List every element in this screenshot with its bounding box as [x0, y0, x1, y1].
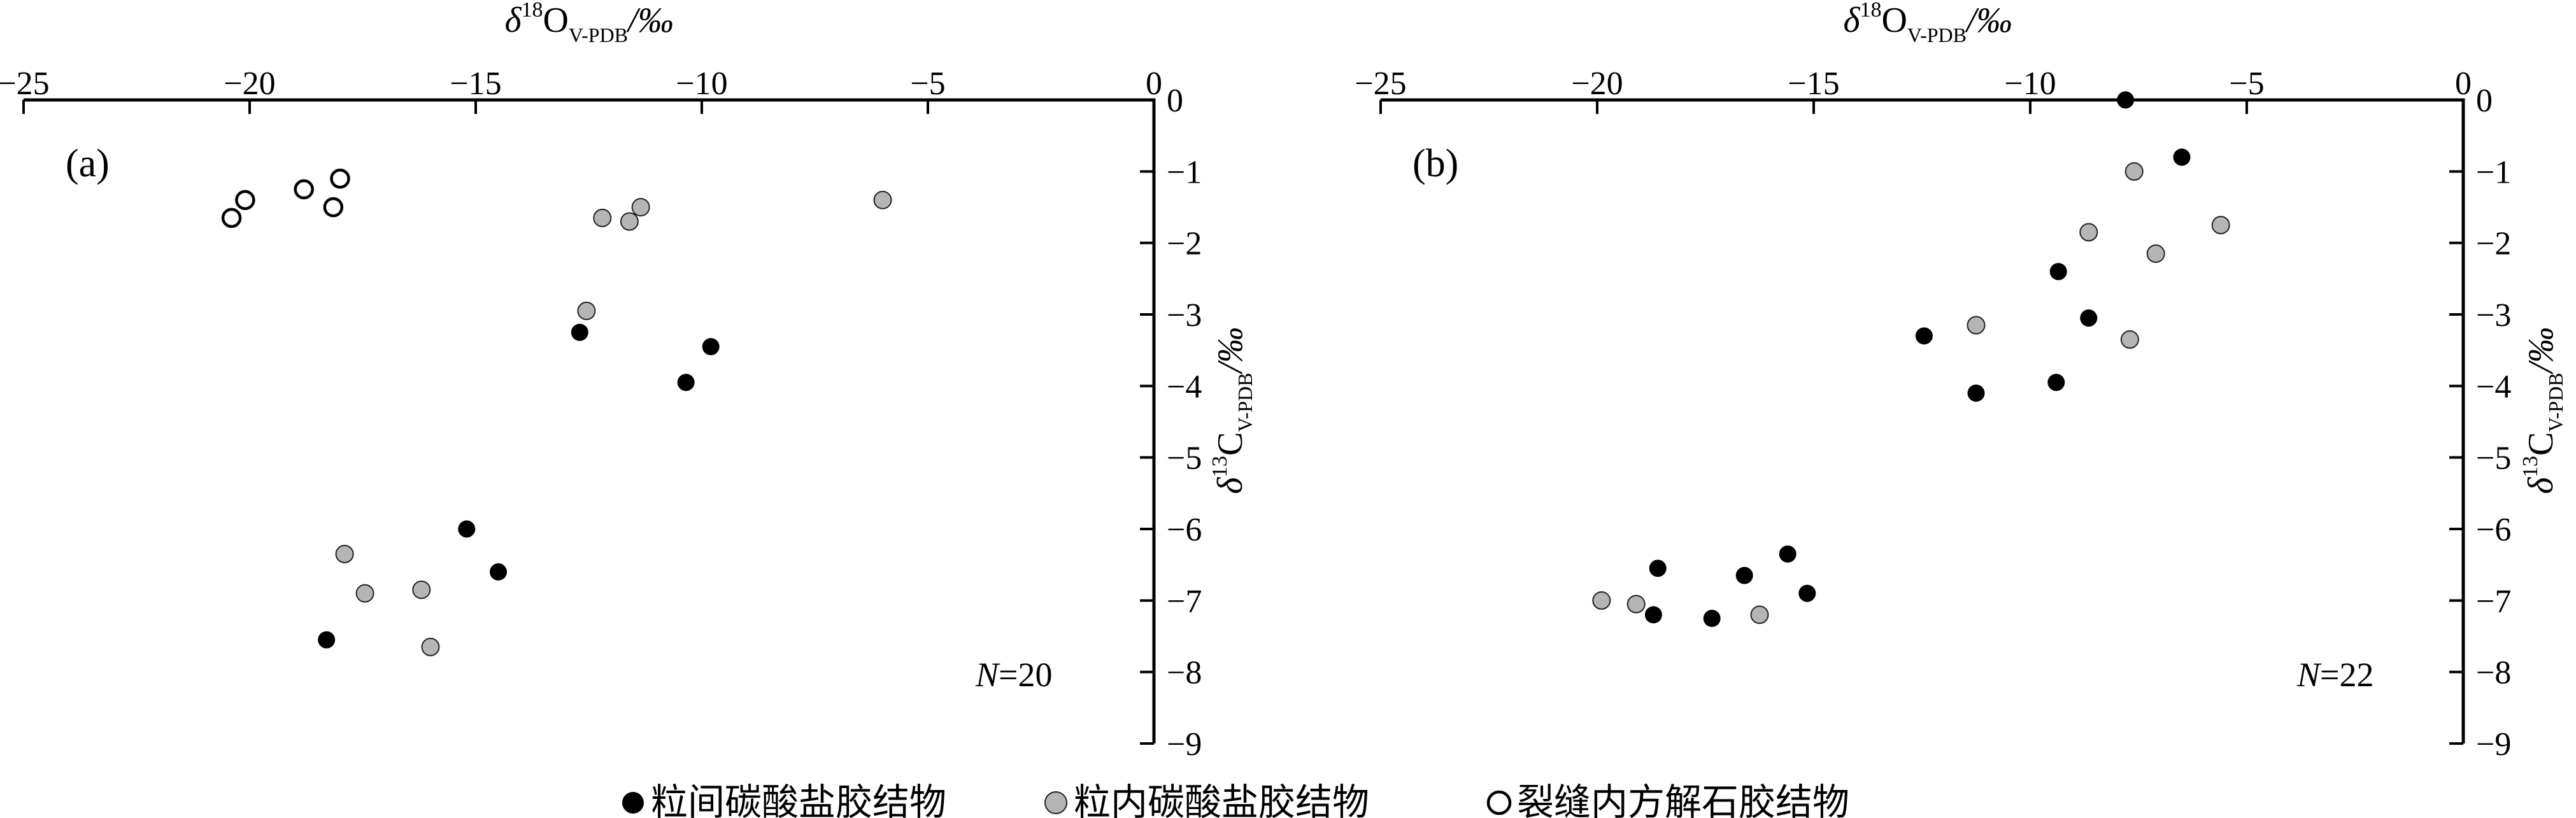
panel-b-sample-count: N=22 [2296, 656, 2374, 694]
panel-a-y-axis-title: δ13CV-PDB/‰ [1208, 327, 1256, 494]
panel-a-point-black [677, 374, 695, 391]
panel-letter-a: (a) [66, 142, 110, 185]
panel-a-point-gray [873, 190, 892, 209]
panel-b-x-tick-label: −15 [1788, 66, 1839, 102]
panel-b-point-gray [1750, 605, 1769, 624]
panel-a-point-black [458, 520, 476, 538]
panel-b-y-tick-label: −8 [2476, 655, 2511, 691]
panel-a-point-open [221, 208, 242, 229]
points-layer [221, 91, 2230, 656]
legend-label-gray: 粒内碳酸盐胶结物 [1074, 782, 1369, 818]
panel-b-point-black [1649, 560, 1667, 577]
panel-a-y-tick-label: −7 [1167, 583, 1202, 619]
panel-b-point-black [2080, 309, 2098, 327]
panel-a-point-open [235, 190, 255, 211]
legend: 粒间碳酸盐胶结物 粒内碳酸盐胶结物 裂缝内方解石胶结物 [622, 782, 1849, 818]
panel-a-point-gray [593, 208, 612, 227]
legend-label-black: 粒间碳酸盐胶结物 [651, 782, 946, 818]
panel-b-y-tick-label: −1 [2476, 154, 2511, 190]
panel-b-y-tick-label: −4 [2476, 369, 2511, 405]
panel-a-y-tick-label: −6 [1167, 512, 1202, 548]
panel-b-point-black [1779, 545, 1797, 563]
panel-a-x-tick-label: −25 [0, 66, 50, 102]
panel-a-y-tick-label: −3 [1167, 297, 1202, 334]
panel-b-point-black [2117, 91, 2135, 109]
panel-b-point-black [2173, 148, 2191, 166]
panel-b-x-tick-label: −20 [1571, 66, 1623, 102]
panel-a-y-tick-label: −5 [1167, 441, 1202, 477]
legend-marker-open-icon [1486, 790, 1512, 815]
panel-b-point-gray [1967, 316, 1986, 335]
panel-a-point-open [323, 197, 344, 218]
panel-b-x-axis-title: δ18OV-PDB/‰ [1843, 0, 2012, 46]
panel-a-point-gray [577, 301, 596, 320]
panel-b-point-gray [2124, 162, 2144, 181]
panel-a-point-gray [421, 637, 440, 656]
panel-b-point-gray [1626, 595, 1646, 614]
panel-b-point-black [1967, 384, 1985, 402]
panel-a-point-black [702, 338, 720, 356]
panel-a-y-tick-label: −8 [1167, 655, 1202, 691]
panel-a-x-tick-label: −15 [450, 66, 501, 102]
panel-b-point-gray [2211, 216, 2230, 235]
panel-a-point-open [330, 168, 350, 189]
panel-b-y-tick-label: −6 [2476, 512, 2511, 548]
panel-a-x-axis-title: δ18OV-PDB/‰ [504, 0, 673, 46]
panel-b-x-tick-label: −10 [2004, 66, 2056, 102]
panel-b-point-gray [2146, 244, 2165, 264]
panel-a-x-tick-label: −5 [910, 66, 945, 102]
legend-label-open: 裂缝内方解石胶结物 [1517, 782, 1849, 818]
panel-a-point-black [571, 323, 588, 341]
legend-marker-gray-icon [1044, 791, 1067, 814]
panel-a-y-tick-label: 0 [1167, 83, 1183, 119]
panel-a-point-gray [335, 544, 354, 563]
axes-layer: −25 −20 −15 −10 −5 0 0−1−2−3−4−5−6−7−8−9−25 −20… [0, 66, 2511, 763]
panel-b-x-tick-label: −25 [1355, 66, 1406, 102]
panel-b-point-black [2049, 263, 2067, 281]
panel-a-point-gray [412, 580, 431, 599]
panel-b-y-tick-label: 0 [2476, 83, 2493, 119]
panel-letter-b: (b) [1413, 142, 1458, 185]
panel-b-y-tick-label: −3 [2476, 297, 2511, 334]
panel-a-x-tick-label: −10 [676, 66, 727, 102]
panel-b-y-tick-label: −9 [2476, 726, 2511, 763]
panel-a-y-tick-label: −1 [1167, 154, 1202, 190]
panel-b-x-tick-label: 0 [2455, 66, 2472, 102]
panel-b-y-axis-title: δ13CV-PDB/‰ [2519, 327, 2567, 494]
panel-b-axis-spine [1381, 98, 2465, 744]
panel-a-point-black [318, 631, 336, 649]
panel-b-point-black [1798, 584, 1816, 602]
panel-a-axis-spine [24, 98, 1156, 744]
panel-b-point-gray [1592, 591, 1611, 610]
panel-a-x-tick-label: −20 [224, 66, 275, 102]
panel-b-y-tick-label: −5 [2476, 441, 2511, 477]
titles-layer: δ18OV-PDB/‰ δ13CV-PDB/‰ N=20 δ18OV-PDB/‰ δ13… [504, 0, 2567, 694]
panel-a-point-gray [631, 198, 650, 216]
panel-a-point-gray [355, 584, 374, 603]
panel-b-point-black [1703, 609, 1721, 627]
panel-b-y-tick-label: −2 [2476, 226, 2511, 262]
panel-b-point-black [1915, 327, 1933, 345]
panel-b-point-black [1735, 567, 1753, 584]
panel-a-point-black [490, 563, 507, 581]
panel-b-x-tick-label: −5 [2229, 66, 2264, 102]
panel-a-y-tick-label: −4 [1167, 369, 1202, 405]
panel-a-point-gray [620, 212, 639, 231]
panel-a-y-tick-label: −2 [1167, 226, 1202, 262]
panel-b-point-gray [2079, 223, 2098, 242]
panel-a-y-tick-label: −9 [1167, 726, 1202, 763]
panel-b-point-gray [2120, 330, 2139, 349]
panel-a-point-open [294, 179, 314, 200]
panel-b-y-tick-label: −7 [2476, 583, 2511, 619]
panel-b-point-black [1644, 606, 1662, 624]
legend-marker-black-icon [622, 792, 644, 814]
panel-b-point-black [2047, 374, 2065, 391]
panel-a-x-tick-label: 0 [1146, 66, 1162, 102]
panel-a-sample-count: N=20 [975, 656, 1053, 694]
